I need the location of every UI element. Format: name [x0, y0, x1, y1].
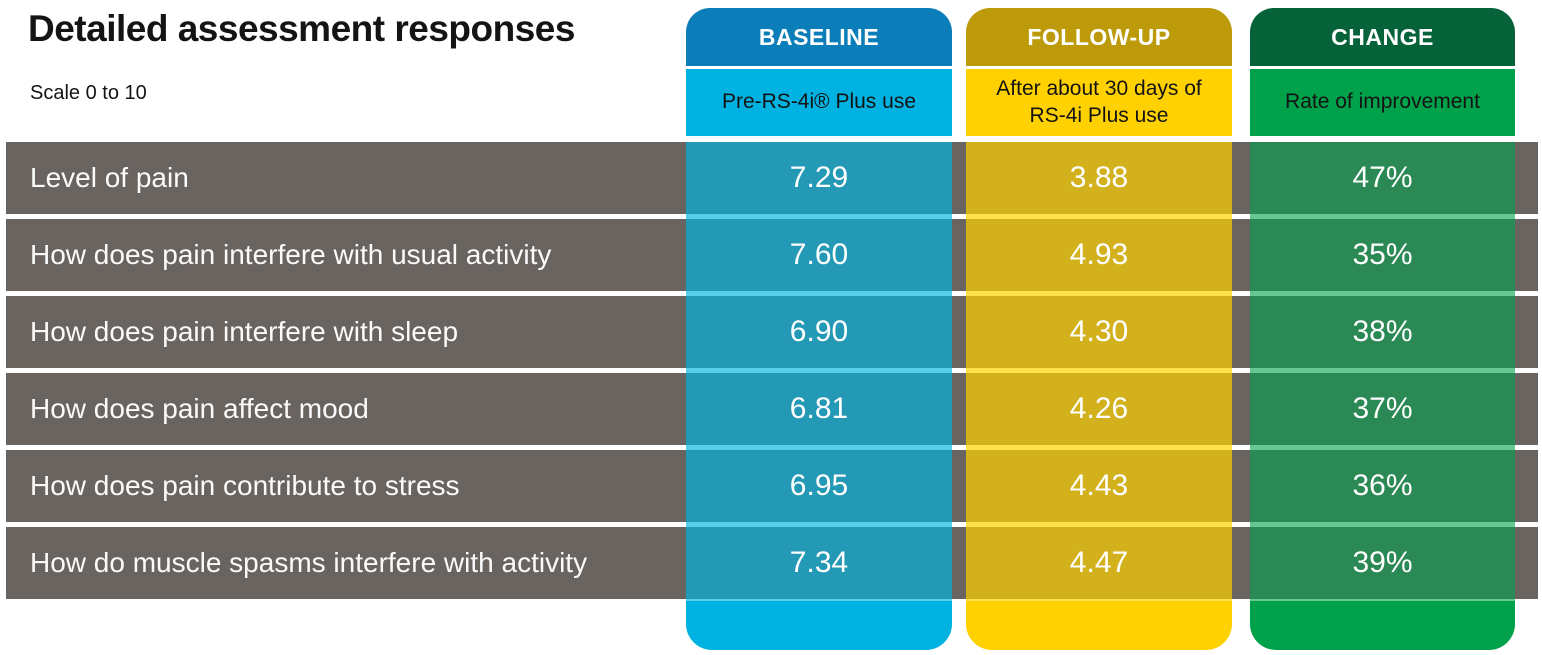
baseline-cell: 7.34: [789, 546, 849, 579]
page-title: Detailed assessment responses: [28, 8, 575, 49]
change-cell: 38%: [1352, 315, 1413, 348]
baseline-cell: 7.60: [789, 238, 849, 271]
row-label: How does pain affect mood: [30, 393, 369, 424]
table-row: How do muscle spasms interfere with acti…: [6, 527, 1538, 599]
followup-cell: 4.30: [1069, 315, 1129, 348]
change-column-footer: [1250, 601, 1515, 650]
column-header-baseline: BASELINE: [686, 8, 952, 66]
baseline-cell: 7.29: [789, 161, 849, 194]
change-cell: 35%: [1352, 238, 1413, 271]
row-label: How does pain interfere with sleep: [30, 316, 459, 347]
followup-cell: 4.26: [1069, 392, 1129, 425]
table-row: How does pain contribute to stress 6.95 …: [6, 450, 1538, 522]
change-cell: 39%: [1352, 546, 1413, 579]
row-label: How does pain contribute to stress: [30, 470, 460, 501]
followup-cell: 4.47: [1069, 546, 1129, 579]
row-label: How do muscle spasms interfere with acti…: [30, 547, 588, 578]
followup-cell: 4.43: [1069, 469, 1129, 502]
column-header-followup-label: FOLLOW-UP: [1027, 23, 1171, 50]
baseline-cell: 6.95: [789, 469, 849, 502]
column-header-change-label: CHANGE: [1331, 23, 1434, 50]
change-cell: 36%: [1352, 469, 1413, 502]
table-row: How does pain interfere with sleep 6.90 …: [6, 296, 1538, 368]
column-header-baseline-label: BASELINE: [758, 23, 880, 50]
change-column-overlay: [1250, 142, 1515, 601]
table-row: How does pain interfere with usual activ…: [6, 219, 1538, 291]
scale-note: Scale 0 to 10: [30, 82, 147, 104]
column-header-followup: FOLLOW-UP: [966, 8, 1232, 66]
row-label: Level of pain: [30, 162, 189, 193]
table-row: Level of pain 7.29 3.88 47%: [6, 142, 1538, 214]
followup-cell: 4.93: [1069, 238, 1129, 271]
change-cell: 37%: [1352, 392, 1413, 425]
table-body: Level of pain 7.29 3.88 47% How does pai…: [6, 142, 1538, 604]
column-subheader-baseline-label: Pre-RS-4i® Plus use: [721, 90, 917, 114]
column-subheader-change-label: Rate of improvement: [1285, 90, 1480, 114]
column-subheader-change: Rate of improvement: [1250, 69, 1515, 136]
change-cell: 47%: [1352, 161, 1413, 194]
baseline-column-overlay: [686, 142, 952, 601]
followup-cell: 3.88: [1069, 161, 1129, 194]
row-label: How does pain interfere with usual activ…: [30, 239, 552, 270]
column-header-change: CHANGE: [1250, 8, 1515, 66]
table-row: How does pain affect mood 6.81 4.26 37%: [6, 373, 1538, 445]
column-subheader-followup: After about 30 days of RS-4i Plus use: [966, 69, 1232, 136]
baseline-column-footer: [686, 601, 952, 650]
column-subheader-followup-label: After about 30 days of RS-4i Plus use: [996, 77, 1202, 127]
baseline-cell: 6.81: [789, 392, 849, 425]
followup-column-overlay: [966, 142, 1232, 601]
column-subheader-baseline: Pre-RS-4i® Plus use: [686, 69, 952, 136]
baseline-cell: 6.90: [789, 315, 849, 348]
followup-column-footer: [966, 601, 1232, 650]
